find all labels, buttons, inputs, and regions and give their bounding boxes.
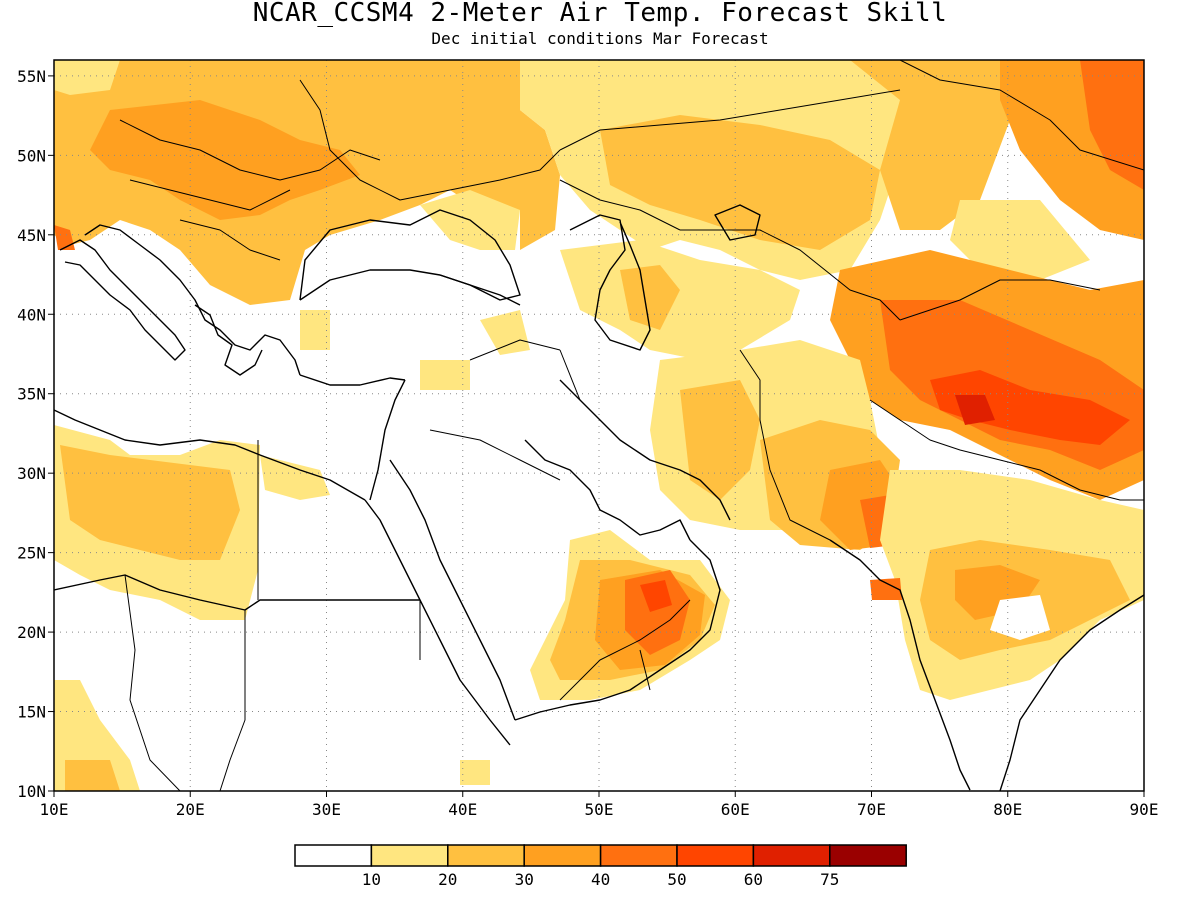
caspian-coastline	[569, 214, 651, 351]
greece-coastline	[194, 304, 263, 376]
axis-ticks	[48, 75, 1145, 797]
colorbar-label: 10	[362, 870, 381, 889]
lat-tick-label: 10N	[17, 782, 46, 801]
lat-tick-label: 40N	[17, 305, 46, 324]
colorbar-swatch	[599, 844, 678, 867]
lon-tick-label: 50E	[585, 800, 614, 819]
colorbar-swatch	[523, 844, 602, 867]
skill-shading	[54, 60, 1144, 791]
lat-tick-label: 55N	[17, 67, 46, 86]
lat-tick-label: 30N	[17, 464, 46, 483]
red-sea-east-coastline	[389, 459, 516, 721]
colorbar-swatch	[370, 844, 449, 867]
colorbar-swatch	[447, 844, 525, 867]
balkan-coastline	[84, 224, 301, 376]
lon-tick-label: 70E	[857, 800, 886, 819]
colorbar-label: 40	[591, 870, 610, 889]
colorbar: 10 20 30 40 50 60 75	[294, 844, 907, 889]
aral-sea	[714, 204, 761, 241]
lat-tick-label: 35N	[17, 385, 46, 404]
map-subtitle: Dec initial conditions Mar Forecast	[431, 29, 769, 48]
black-sea-coastline	[299, 209, 521, 301]
colorbar-label: 75	[820, 870, 839, 889]
lat-tick-label: 50N	[17, 146, 46, 165]
colorbar-swatch	[829, 844, 907, 867]
lat-tick-label: 25N	[17, 544, 46, 563]
colorbar-label: 60	[744, 870, 763, 889]
lon-tick-label: 10E	[40, 800, 69, 819]
red-sea-west-coastline	[364, 499, 511, 746]
lon-tick-label: 60E	[721, 800, 750, 819]
lon-tick-label: 80E	[993, 800, 1022, 819]
map-title: NCAR_CCSM4 2-Meter Air Temp. Forecast Sk…	[252, 0, 948, 28]
turkey-coastline	[299, 269, 521, 386]
lon-tick-label: 40E	[448, 800, 477, 819]
arabia-south-coastline	[514, 539, 721, 721]
italy-coastline	[59, 239, 186, 361]
colorbar-swatch	[676, 844, 755, 867]
lon-tick-label: 20E	[176, 800, 205, 819]
axis-labels: 10E 20E 30E 40E 50E 60E 70E 80E 90E 10N 15N 20N 25N 3…	[17, 67, 1158, 819]
colorbar-swatch	[294, 844, 373, 867]
north-africa-coastline	[54, 409, 366, 501]
lat-tick-label: 15N	[17, 703, 46, 722]
colorbar-label: 20	[438, 870, 457, 889]
levant-coastline	[369, 379, 406, 501]
lat-tick-label: 45N	[17, 226, 46, 245]
lat-tick-label: 20N	[17, 623, 46, 642]
india-coastline	[829, 539, 1144, 791]
europe-core	[90, 100, 360, 220]
coastlines-and-borders	[54, 60, 1144, 791]
lon-tick-label: 90E	[1130, 800, 1159, 819]
colorbar-swatch	[752, 844, 831, 867]
lon-tick-label: 30E	[312, 800, 341, 819]
persian-gulf-coastline	[524, 439, 691, 541]
colorbar-label: 50	[667, 870, 686, 889]
colorbar-label: 30	[515, 870, 534, 889]
